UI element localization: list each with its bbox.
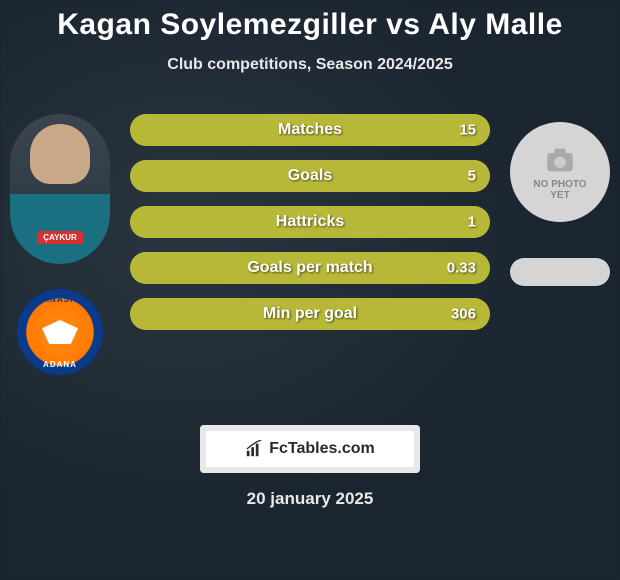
player-photo-left: ÇAYKUR xyxy=(10,114,110,264)
left-column: ÇAYKUR ADANASPOR ADANA xyxy=(0,114,120,375)
stat-value-right: 5 xyxy=(468,168,476,185)
date-text: 20 january 2025 xyxy=(0,489,620,509)
subtitle: Club competitions, Season 2024/2025 xyxy=(0,56,620,74)
stat-row: Matches 15 xyxy=(130,114,490,146)
chart-icon xyxy=(245,440,263,458)
stat-row: Min per goal 306 xyxy=(130,298,490,330)
club-crest-left: ADANASPOR ADANA xyxy=(17,289,103,375)
comparison-panel: ÇAYKUR ADANASPOR ADANA Matches 15 Goals 5 Ha… xyxy=(0,114,620,375)
stat-label: Goals xyxy=(288,167,332,185)
brand-badge: FcTables.com xyxy=(200,425,420,473)
stat-row: Goals 5 xyxy=(130,160,490,192)
jersey-sponsor: ÇAYKUR xyxy=(37,231,83,244)
no-photo-text-2: YET xyxy=(550,190,569,201)
stat-value-right: 0.33 xyxy=(447,260,476,277)
brand-text: FcTables.com xyxy=(269,440,375,458)
stat-label: Matches xyxy=(278,121,342,139)
stat-label: Goals per match xyxy=(247,259,372,277)
camera-icon xyxy=(543,143,577,177)
page-title: Kagan Soylemezgiller vs Aly Malle xyxy=(0,0,620,42)
stat-label: Min per goal xyxy=(263,305,357,323)
stat-row: Goals per match 0.33 xyxy=(130,252,490,284)
right-column: NO PHOTO YET xyxy=(500,114,620,286)
club-crest-right-placeholder xyxy=(510,258,610,286)
stat-value-right: 306 xyxy=(451,306,476,323)
eagle-icon xyxy=(42,320,78,344)
player-photo-right-placeholder: NO PHOTO YET xyxy=(510,122,610,222)
stats-column: Matches 15 Goals 5 Hattricks 1 Goals per match… xyxy=(120,114,500,344)
crest-text-top: ADANASPOR xyxy=(30,295,91,304)
stat-row: Hattricks 1 xyxy=(130,206,490,238)
crest-text-bot: ADANA xyxy=(43,360,77,369)
no-photo-text-1: NO PHOTO xyxy=(533,179,586,190)
stat-value-right: 1 xyxy=(468,214,476,231)
stat-value-right: 15 xyxy=(459,122,476,139)
stat-label: Hattricks xyxy=(276,213,344,231)
